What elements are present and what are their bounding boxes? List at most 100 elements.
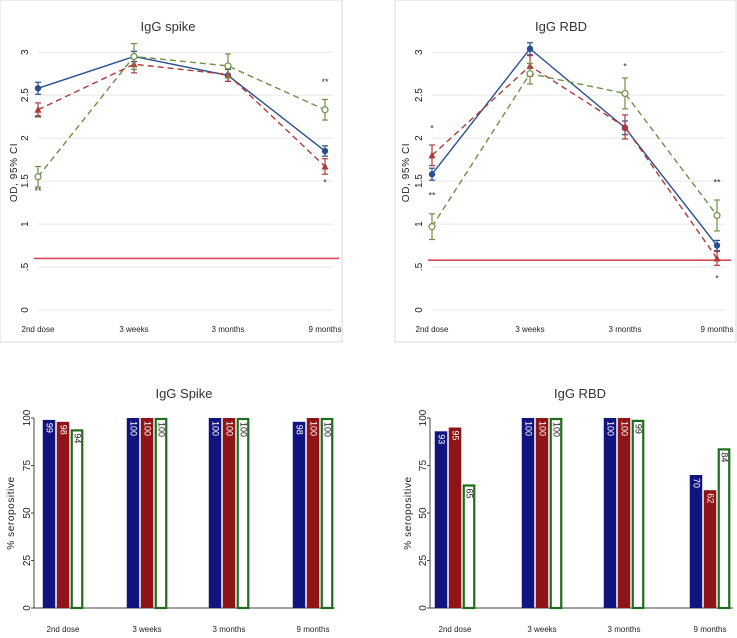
bar bbox=[617, 418, 631, 608]
bar bbox=[549, 417, 563, 610]
bar bbox=[154, 417, 168, 610]
bar-label: 99 bbox=[45, 423, 55, 433]
bar bbox=[521, 418, 535, 608]
bar-label: 100 bbox=[143, 421, 153, 436]
significance-marker: ** bbox=[713, 177, 721, 187]
significance-marker: ** bbox=[34, 113, 42, 123]
x-tick-label: 9 months bbox=[694, 625, 727, 634]
y-tick-label: 3 bbox=[414, 49, 425, 55]
y-tick-label: 0 bbox=[22, 605, 33, 611]
significance-marker: * bbox=[715, 274, 719, 284]
bar-label: 100 bbox=[239, 422, 249, 437]
bar bbox=[448, 427, 462, 608]
y-tick-label: 2.5 bbox=[20, 88, 31, 102]
data-point bbox=[526, 45, 534, 52]
y-tick-label: 2 bbox=[20, 135, 31, 141]
y-tick-label: 1.5 bbox=[20, 174, 31, 188]
bar bbox=[292, 421, 306, 608]
bar-label: 62 bbox=[706, 493, 716, 503]
bar-label: 100 bbox=[524, 421, 534, 436]
y-tick-label: 50 bbox=[418, 507, 429, 519]
bar-label: 100 bbox=[157, 422, 167, 437]
chart-title: IgG spike bbox=[141, 19, 196, 34]
data-point bbox=[34, 105, 42, 113]
bar-label: 99 bbox=[634, 424, 644, 434]
y-tick-label: .5 bbox=[20, 262, 31, 271]
x-tick-label: 3 months bbox=[212, 325, 245, 334]
bar bbox=[717, 448, 731, 610]
data-point bbox=[321, 147, 329, 155]
bar-label: 100 bbox=[538, 421, 548, 436]
series-line-A bbox=[431, 47, 718, 246]
y-tick-label: 1.5 bbox=[414, 174, 425, 188]
series-line-C bbox=[431, 72, 718, 228]
x-tick-label: 2nd dose bbox=[47, 625, 80, 634]
bar bbox=[42, 419, 56, 608]
bar-label: 95 bbox=[451, 431, 461, 441]
x-tick-label: 3 months bbox=[213, 625, 246, 634]
y-tick-label: 1 bbox=[20, 221, 31, 227]
y-tick-label: 0 bbox=[418, 605, 429, 611]
data-point bbox=[224, 62, 232, 70]
x-tick-label: 3 weeks bbox=[527, 625, 556, 634]
bar bbox=[56, 421, 70, 608]
x-tick-label: 9 months bbox=[701, 325, 734, 334]
x-tick-label: 3 weeks bbox=[119, 325, 148, 334]
bar bbox=[320, 417, 334, 610]
bar bbox=[462, 484, 476, 610]
bar-label: 65 bbox=[465, 489, 475, 499]
chart-title: IgG RBD bbox=[554, 386, 606, 401]
bar-label: 98 bbox=[295, 425, 305, 435]
chart-title: IgG Spike bbox=[155, 386, 212, 401]
data-point bbox=[321, 162, 329, 170]
x-tick-label: 2nd dose bbox=[22, 325, 55, 334]
data-point bbox=[621, 89, 629, 98]
bar-label: 84 bbox=[720, 452, 730, 462]
y-tick-label: 50 bbox=[22, 507, 33, 519]
data-point bbox=[34, 85, 42, 92]
y-tick-label: 1 bbox=[414, 221, 425, 227]
x-tick-label: 3 months bbox=[608, 625, 641, 634]
bar-chart-bar-spike: IgG Spike 0 25 50 75 100 % seropositive 2nd dos… bbox=[6, 386, 335, 634]
y-tick-label: 100 bbox=[418, 409, 429, 426]
panel-frame-left bbox=[0, 0, 343, 343]
bar-chart-bar-rbd: IgG RBD 0 25 50 75 100 % seropositive 2nd dose 3… bbox=[403, 386, 733, 634]
data-point bbox=[428, 151, 436, 159]
series-line-A bbox=[37, 55, 326, 152]
panel-frame-right bbox=[394, 0, 737, 343]
bar bbox=[603, 418, 617, 608]
y-tick-label: 2.5 bbox=[414, 88, 425, 102]
bar-label: 100 bbox=[225, 421, 235, 436]
bar bbox=[236, 417, 250, 610]
bar bbox=[689, 475, 703, 608]
data-point bbox=[621, 122, 629, 130]
bar-label: 100 bbox=[323, 422, 333, 437]
bar bbox=[70, 429, 84, 610]
x-tick-label: 2nd dose bbox=[416, 325, 449, 334]
bar-label: 70 bbox=[692, 478, 702, 488]
y-axis-label: % seropositive bbox=[6, 476, 17, 549]
x-tick-label: 3 months bbox=[609, 325, 642, 334]
bar bbox=[208, 418, 222, 608]
bar-label: 93 bbox=[437, 434, 447, 444]
bar bbox=[306, 418, 320, 608]
significance-marker: * bbox=[430, 123, 434, 133]
bar bbox=[434, 431, 448, 608]
y-tick-label: 2 bbox=[414, 135, 425, 141]
y-tick-label: .5 bbox=[414, 262, 425, 271]
bar bbox=[140, 418, 154, 608]
bar bbox=[703, 490, 717, 608]
bar-label: 100 bbox=[309, 421, 319, 436]
line-chart-line-rbd: IgG RBD 0 .5 1 1.5 2 2.5 3 OD, 95% CI 2nd dose 3 w… bbox=[401, 19, 733, 334]
x-tick-label: 9 months bbox=[309, 325, 342, 334]
y-tick-label: 0 bbox=[414, 307, 425, 313]
data-point bbox=[713, 242, 721, 249]
y-tick-label: 0 bbox=[20, 307, 31, 313]
data-point bbox=[713, 254, 721, 262]
data-point bbox=[321, 106, 329, 114]
data-point bbox=[130, 52, 138, 61]
data-point bbox=[428, 223, 436, 231]
y-tick-label: 25 bbox=[418, 555, 429, 567]
data-point bbox=[34, 173, 42, 181]
line-chart-line-spike: IgG spike 0 .5 1 1.5 2 2.5 3 OD, 95% CI 2nd dose 3… bbox=[9, 19, 341, 334]
